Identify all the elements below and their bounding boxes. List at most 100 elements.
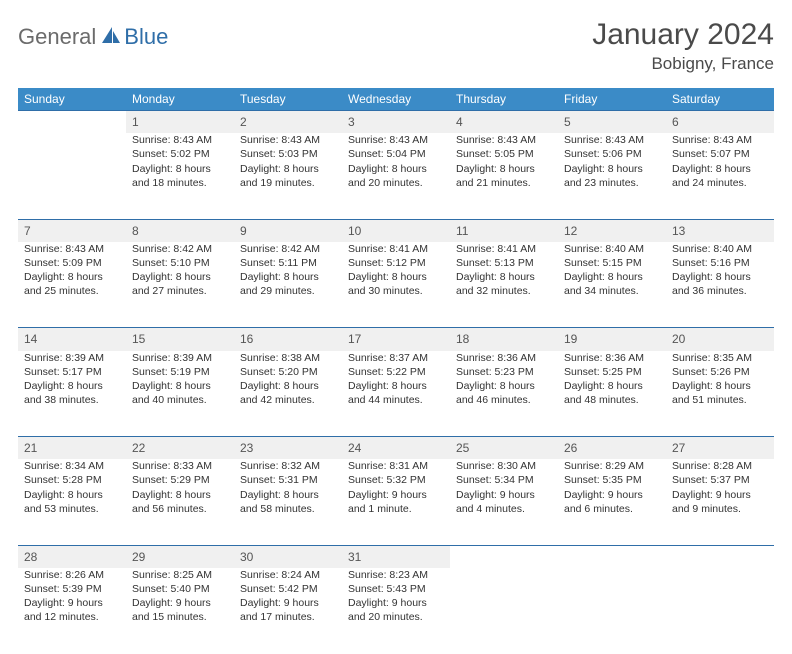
sunrise-line: Sunrise: 8:25 AM [132,568,228,582]
day-content-cell: Sunrise: 8:29 AMSunset: 5:35 PMDaylight:… [558,459,666,545]
sunrise-line: Sunrise: 8:24 AM [240,568,336,582]
daylight-line-1: Daylight: 8 hours [240,162,336,176]
day-content-cell: Sunrise: 8:39 AMSunset: 5:19 PMDaylight:… [126,351,234,437]
daylight-line-2: and 20 minutes. [348,176,444,190]
day-number-cell: 7 [18,219,126,242]
sunset-line: Sunset: 5:17 PM [24,365,120,379]
sunset-line: Sunset: 5:19 PM [132,365,228,379]
daylight-line-1: Daylight: 9 hours [456,488,552,502]
day-content-cell [666,568,774,654]
day-number-cell [450,545,558,568]
sunrise-line: Sunrise: 8:36 AM [456,351,552,365]
daylight-line-1: Daylight: 8 hours [348,379,444,393]
sunset-line: Sunset: 5:13 PM [456,256,552,270]
daylight-line-2: and 44 minutes. [348,393,444,407]
daylight-line-2: and 32 minutes. [456,284,552,298]
day-number-cell [666,545,774,568]
sunset-line: Sunset: 5:25 PM [564,365,660,379]
daylight-line-1: Daylight: 8 hours [564,379,660,393]
daylight-line-1: Daylight: 8 hours [456,379,552,393]
daylight-line-1: Daylight: 9 hours [240,596,336,610]
day-number-cell: 23 [234,437,342,460]
sunset-line: Sunset: 5:03 PM [240,147,336,161]
sunrise-line: Sunrise: 8:39 AM [132,351,228,365]
day-content-cell: Sunrise: 8:43 AMSunset: 5:03 PMDaylight:… [234,133,342,219]
sunset-line: Sunset: 5:31 PM [240,473,336,487]
daylight-line-2: and 12 minutes. [24,610,120,624]
daylight-line-2: and 24 minutes. [672,176,768,190]
logo-text-1: General [18,24,96,50]
day-content-cell: Sunrise: 8:37 AMSunset: 5:22 PMDaylight:… [342,351,450,437]
day-content-cell [558,568,666,654]
day-content-cell: Sunrise: 8:34 AMSunset: 5:28 PMDaylight:… [18,459,126,545]
day-content-cell: Sunrise: 8:35 AMSunset: 5:26 PMDaylight:… [666,351,774,437]
day-number-cell: 9 [234,219,342,242]
daylight-line-1: Daylight: 8 hours [132,162,228,176]
sunrise-line: Sunrise: 8:42 AM [132,242,228,256]
day-number-cell [18,111,126,134]
day-content-cell [18,133,126,219]
daylight-line-2: and 42 minutes. [240,393,336,407]
day-content-cell: Sunrise: 8:43 AMSunset: 5:04 PMDaylight:… [342,133,450,219]
logo: General Blue [18,24,168,50]
daylight-line-1: Daylight: 8 hours [672,270,768,284]
daylight-line-2: and 25 minutes. [24,284,120,298]
sunrise-line: Sunrise: 8:43 AM [24,242,120,256]
sunrise-line: Sunrise: 8:35 AM [672,351,768,365]
sunset-line: Sunset: 5:15 PM [564,256,660,270]
daylight-line-1: Daylight: 8 hours [564,162,660,176]
day-content-cell: Sunrise: 8:43 AMSunset: 5:07 PMDaylight:… [666,133,774,219]
sunset-line: Sunset: 5:23 PM [456,365,552,379]
sunrise-line: Sunrise: 8:36 AM [564,351,660,365]
daylight-line-2: and 38 minutes. [24,393,120,407]
month-title: January 2024 [592,18,774,52]
daylight-line-1: Daylight: 9 hours [672,488,768,502]
daylight-line-1: Daylight: 8 hours [564,270,660,284]
day-header: Wednesday [342,88,450,111]
day-number-cell: 31 [342,545,450,568]
sunrise-line: Sunrise: 8:40 AM [564,242,660,256]
day-header: Friday [558,88,666,111]
day-content-cell: Sunrise: 8:42 AMSunset: 5:11 PMDaylight:… [234,242,342,328]
sunrise-line: Sunrise: 8:32 AM [240,459,336,473]
sunset-line: Sunset: 5:40 PM [132,582,228,596]
day-number-cell: 4 [450,111,558,134]
daylight-line-1: Daylight: 8 hours [132,488,228,502]
daylight-line-1: Daylight: 8 hours [132,379,228,393]
day-number-cell: 28 [18,545,126,568]
day-content-row: Sunrise: 8:26 AMSunset: 5:39 PMDaylight:… [18,568,774,654]
day-number-row: 123456 [18,111,774,134]
sunset-line: Sunset: 5:32 PM [348,473,444,487]
daylight-line-1: Daylight: 8 hours [348,162,444,176]
day-content-row: Sunrise: 8:43 AMSunset: 5:09 PMDaylight:… [18,242,774,328]
daylight-line-2: and 1 minute. [348,502,444,516]
day-content-cell: Sunrise: 8:24 AMSunset: 5:42 PMDaylight:… [234,568,342,654]
sunrise-line: Sunrise: 8:43 AM [564,133,660,147]
day-number-cell: 29 [126,545,234,568]
day-content-cell: Sunrise: 8:25 AMSunset: 5:40 PMDaylight:… [126,568,234,654]
daylight-line-1: Daylight: 9 hours [564,488,660,502]
day-number-cell: 5 [558,111,666,134]
sunrise-line: Sunrise: 8:43 AM [672,133,768,147]
day-header: Tuesday [234,88,342,111]
day-content-cell: Sunrise: 8:43 AMSunset: 5:06 PMDaylight:… [558,133,666,219]
daylight-line-2: and 51 minutes. [672,393,768,407]
day-number-cell: 25 [450,437,558,460]
sunrise-line: Sunrise: 8:40 AM [672,242,768,256]
sunset-line: Sunset: 5:04 PM [348,147,444,161]
day-number-cell: 30 [234,545,342,568]
daylight-line-1: Daylight: 8 hours [240,270,336,284]
sunrise-line: Sunrise: 8:38 AM [240,351,336,365]
day-number-cell: 8 [126,219,234,242]
day-content-cell: Sunrise: 8:40 AMSunset: 5:16 PMDaylight:… [666,242,774,328]
day-number-cell: 20 [666,328,774,351]
day-header-row: Sunday Monday Tuesday Wednesday Thursday… [18,88,774,111]
sunrise-line: Sunrise: 8:33 AM [132,459,228,473]
day-content-cell: Sunrise: 8:32 AMSunset: 5:31 PMDaylight:… [234,459,342,545]
daylight-line-1: Daylight: 9 hours [348,596,444,610]
sunset-line: Sunset: 5:29 PM [132,473,228,487]
sunset-line: Sunset: 5:16 PM [672,256,768,270]
daylight-line-2: and 30 minutes. [348,284,444,298]
daylight-line-2: and 23 minutes. [564,176,660,190]
day-header: Saturday [666,88,774,111]
